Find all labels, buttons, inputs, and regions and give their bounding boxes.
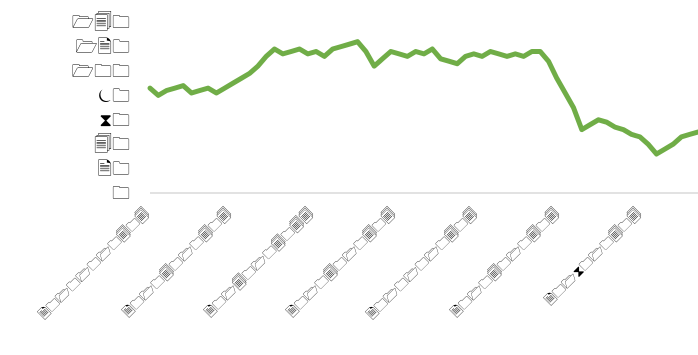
y-tick-label: 🗁🗀🗀	[72, 61, 130, 82]
y-tick-label: ⧗🗀	[99, 110, 130, 131]
x-axis-tick-labels: 🗎🗀🗁🗀🗁🗀🗁🗀🗐🗀🗐🗎🗀🗁🗀🗐🗀🗁🗀🗐🗀🗐🗎🗀🗁🗐🗀🗁🗀🗐🗀🗐🗐🗎🗀🗁🗀🗐🗀🗁…	[35, 205, 645, 323]
y-tick-label: 🗐🗀	[94, 133, 130, 155]
y-tick-label: 🗁🗐🗀	[72, 11, 130, 33]
y-tick-label: 🗀	[112, 183, 130, 204]
series-line	[147, 39, 698, 157]
y-axis-tick-labels: 🗁🗐🗀 🗁🗎🗀 🗁🗀🗀 ⏾🗀 ⧗🗀🗐🗀 🗎🗀 🗀	[72, 11, 130, 204]
y-tick-label: 🗁🗎🗀	[75, 37, 130, 58]
y-tick-label: ⏾🗀	[98, 85, 130, 106]
y-tick-label: 🗎🗀	[98, 159, 130, 180]
